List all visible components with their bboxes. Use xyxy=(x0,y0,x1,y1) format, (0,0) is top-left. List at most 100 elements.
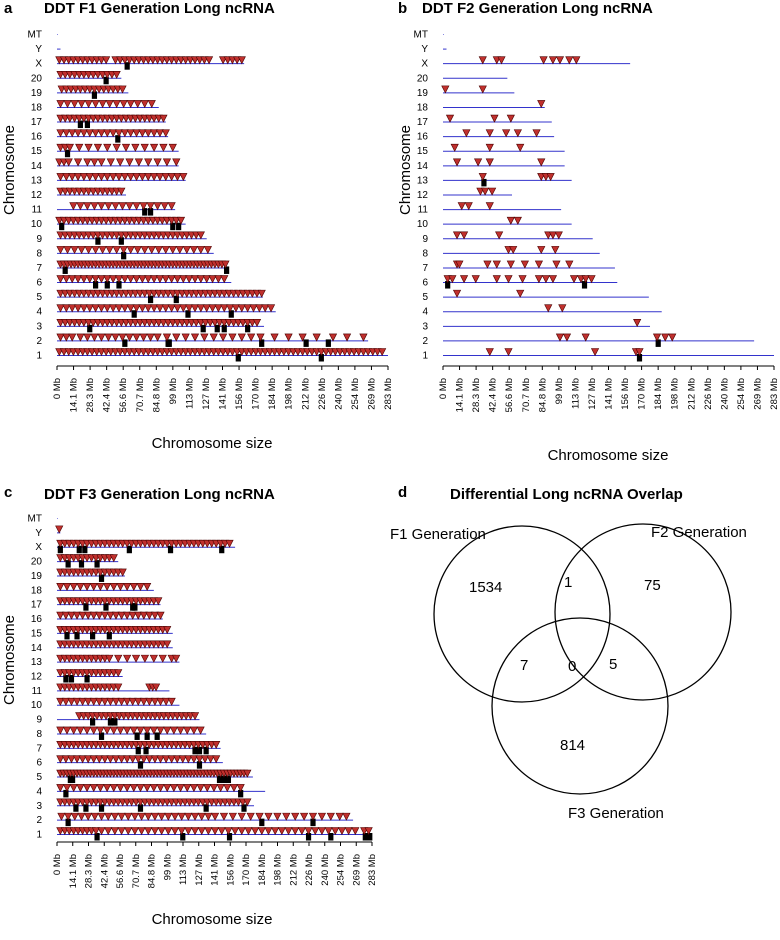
x-tick-label: 184 Mb xyxy=(267,378,278,410)
x-tick-label: 14.1 Mb xyxy=(455,378,466,412)
chromosome-label: 5 xyxy=(422,292,428,303)
chromosome-7-track: 7 xyxy=(36,260,230,274)
y-axis-title: Chromosome xyxy=(1,125,18,215)
lncrna-marker xyxy=(162,333,172,342)
lncrna-marker xyxy=(97,129,106,138)
lncrna-marker xyxy=(161,697,171,706)
lncrna-marker xyxy=(138,173,147,182)
lncrna-marker xyxy=(229,784,239,793)
lncrna-marker xyxy=(173,755,182,764)
lncrna-marker xyxy=(56,100,65,109)
lncrna-marker xyxy=(126,304,135,313)
chromosome-label: 10 xyxy=(417,219,429,230)
lncrna-marker xyxy=(335,812,344,821)
lncrna-marker xyxy=(457,202,466,211)
venn-circle-f2 xyxy=(554,523,732,701)
lncrna-marker xyxy=(144,304,153,313)
lncrna-marker xyxy=(261,304,270,313)
x-tick-label: 212 Mb xyxy=(686,378,697,410)
lncrna-marker xyxy=(485,158,494,167)
lncrna-marker xyxy=(537,158,546,167)
panel-title-c: DDT F3 Generation Long ncRNA xyxy=(44,486,275,503)
lncrna-marker xyxy=(284,333,293,342)
lncrna-marker xyxy=(102,56,111,65)
lncrna-marker xyxy=(91,129,100,138)
chromosome-3-track: 3 xyxy=(36,319,265,333)
chromosome-label: 19 xyxy=(417,88,429,99)
lncrna-marker xyxy=(103,143,112,152)
lncrna-marker xyxy=(79,129,88,138)
lncrna-marker xyxy=(120,275,129,284)
lncrna-marker xyxy=(161,275,170,284)
lncrna-marker xyxy=(189,726,198,735)
lncrna-marker xyxy=(149,654,158,663)
lncrna-marker xyxy=(56,784,65,793)
lncrna-marker xyxy=(134,611,143,620)
lncrna-marker xyxy=(119,100,128,109)
lncrna-marker xyxy=(197,827,206,836)
lncrna-marker xyxy=(79,173,88,182)
lncrna-marker xyxy=(518,275,527,284)
lncrna-marker xyxy=(190,827,200,836)
lncrna-marker xyxy=(448,275,457,284)
dmr-marker xyxy=(64,149,71,158)
dmr-marker xyxy=(235,354,241,362)
lncrna-marker xyxy=(76,784,85,793)
x-tick-label: 42.4 Mb xyxy=(102,378,113,412)
lncrna-marker xyxy=(103,304,112,313)
lncrna-marker xyxy=(184,812,193,821)
lncrna-marker xyxy=(72,697,82,706)
chromosome-label: Y xyxy=(35,44,42,55)
chromosome-label: 16 xyxy=(31,614,43,625)
chromosome-label: 18 xyxy=(31,102,43,113)
chromosome-19-track: 19 xyxy=(31,85,129,99)
chromosome-label: 7 xyxy=(422,263,428,274)
lncrna-marker xyxy=(167,173,176,182)
lncrna-marker xyxy=(490,114,499,123)
lncrna-marker xyxy=(169,784,178,793)
venn-label-f3: F3 Generation xyxy=(568,805,664,822)
chromosome-label: 2 xyxy=(422,336,428,347)
dmr-marker xyxy=(238,789,244,798)
lncrna-marker xyxy=(462,129,471,138)
lncrna-marker xyxy=(56,333,65,342)
chromosome-5-track: 5 xyxy=(36,289,266,304)
dmr-marker xyxy=(63,789,69,798)
chromosome-label: 7 xyxy=(36,743,42,754)
lncrna-marker xyxy=(83,202,92,211)
lncrna-marker xyxy=(196,304,205,313)
x-tick-label: 28.3 Mb xyxy=(84,854,95,888)
lncrna-marker xyxy=(149,784,158,793)
lncrna-marker xyxy=(208,304,217,313)
lncrna-marker xyxy=(78,611,87,620)
lncrna-marker xyxy=(184,755,193,764)
lncrna-marker xyxy=(68,333,77,342)
lncrna-marker xyxy=(82,726,92,735)
chromosome-label: X xyxy=(421,59,428,70)
lncrna-marker xyxy=(97,827,106,836)
lncrna-marker xyxy=(105,100,114,109)
dmr-marker xyxy=(83,603,89,611)
lncrna-marker xyxy=(91,246,100,255)
dmr-marker xyxy=(636,354,643,362)
lncrna-marker xyxy=(167,304,176,313)
lncrna-marker xyxy=(455,260,464,269)
dmr-marker xyxy=(78,560,85,568)
chromosome-label: 6 xyxy=(422,278,428,289)
dmr-marker xyxy=(137,761,144,769)
lncrna-marker xyxy=(221,260,230,269)
lncrna-marker xyxy=(534,275,543,284)
lncrna-marker xyxy=(138,129,147,138)
lncrna-marker xyxy=(378,348,387,357)
lncrna-marker xyxy=(79,304,88,313)
lncrna-marker xyxy=(102,726,112,735)
lncrna-marker xyxy=(156,755,165,764)
chromosome-label: 13 xyxy=(417,175,429,186)
lncrna-marker xyxy=(125,158,134,167)
dmr-marker xyxy=(216,775,223,784)
lncrna-marker xyxy=(509,246,518,255)
x-tick-label: 254 Mb xyxy=(736,378,747,410)
chromosome-6-track: 6 xyxy=(422,275,618,289)
lncrna-marker xyxy=(56,755,65,764)
